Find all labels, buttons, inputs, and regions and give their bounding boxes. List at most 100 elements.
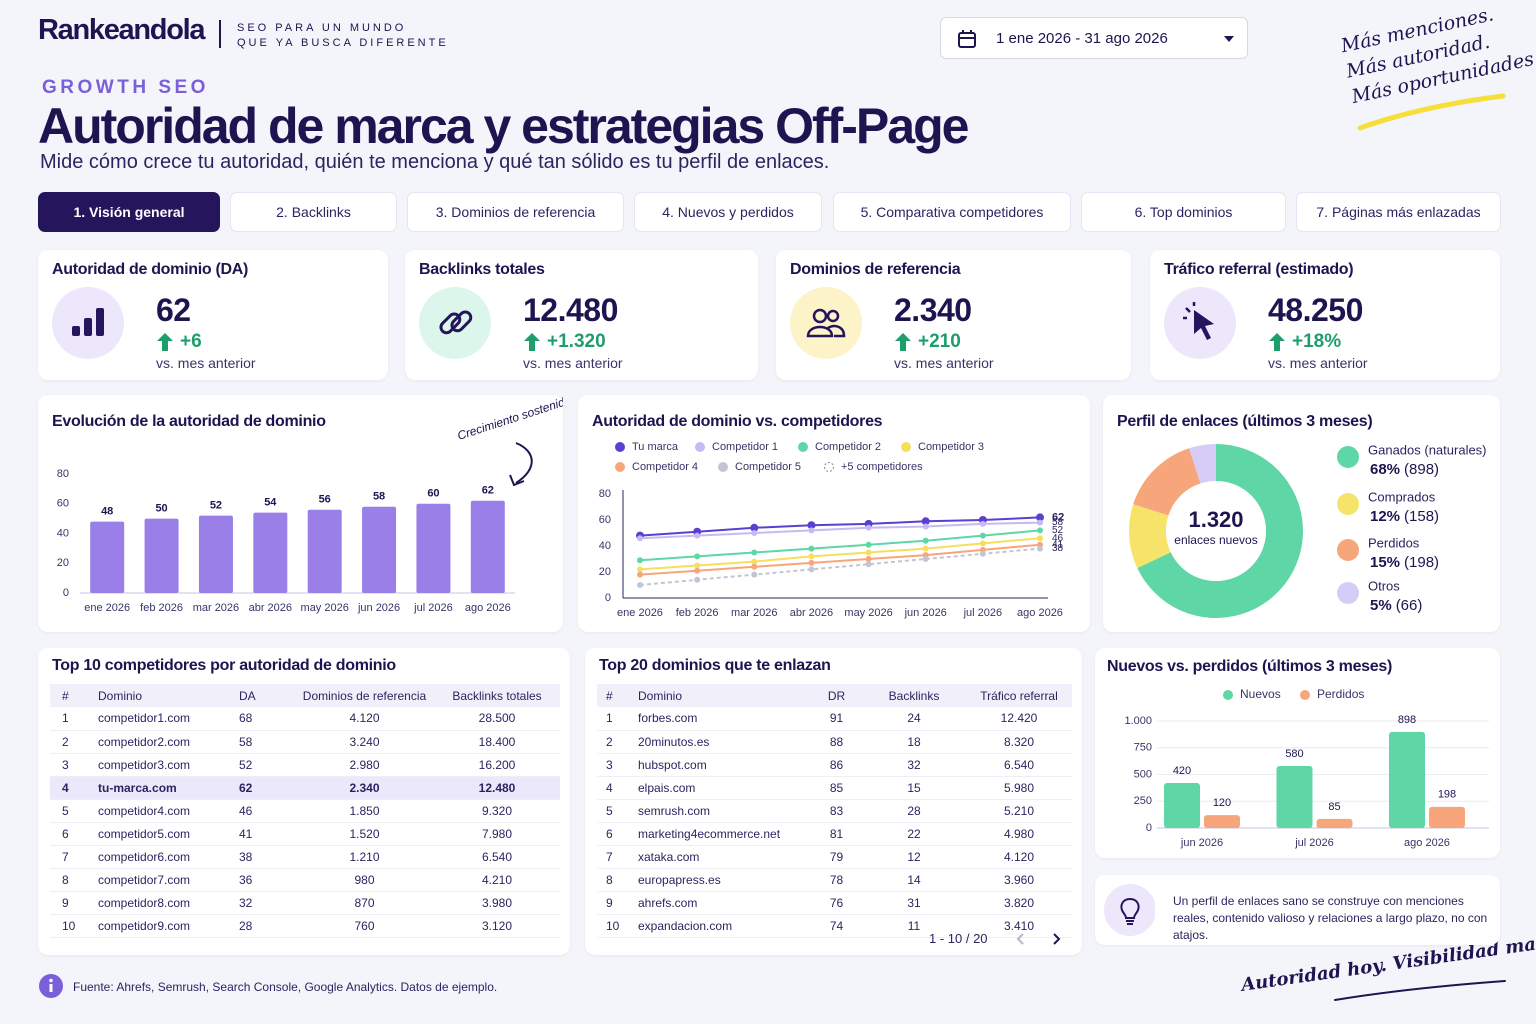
table-cell: 52 [235,753,295,777]
series-point [637,571,643,578]
donut-center-value: 1.320 [1188,507,1243,532]
info-svg [39,974,63,998]
table-cell: 62 [235,776,295,800]
bar [362,506,397,593]
table-cell: 2.980 [295,753,435,777]
tab[interactable]: 6. Top dominios [1081,192,1286,232]
kpi-icon [96,308,104,336]
table-cell: 38 [235,845,295,869]
series-point [694,553,701,560]
end-label: 41 [1052,539,1064,550]
tab[interactable]: 2. Backlinks [230,192,397,232]
date-picker[interactable]: 1 ene 2026 - 31 ago 2026 [940,17,1248,59]
bar [1429,806,1465,828]
series-line [639,537,1041,571]
kpi-value: 2.340 [894,292,972,328]
tab[interactable]: 7. Páginas más enlazadas [1296,192,1501,232]
end-label: 38 [1052,543,1064,554]
card: Backlinks totales 12.480 +1.320 vs. mes ant… [405,250,758,380]
tab[interactable]: 4. Nuevos y perdidos [634,192,822,232]
y-tick-label: 60 [57,498,69,510]
series-point [1036,513,1044,522]
kpi-note: vs. mes anterior [894,355,994,371]
y-tick-label: 0 [605,592,611,604]
tip-icon [1120,897,1140,925]
arrow-shape [895,333,911,351]
chart-svg: 0 20 40 60 80 48 ene 2026 50 feb 2026 52 mar 2026 5… [57,395,563,614]
y-tick-label: 500 [1134,768,1152,780]
tab[interactable]: 3. Dominios de referencia [407,192,624,232]
y-tick-label: 0 [1146,822,1152,834]
page-button[interactable] [1051,932,1063,946]
legend-marker [1337,493,1359,515]
y-tick-label: 250 [1134,795,1152,807]
table-cell: 9 [597,891,632,915]
table-row: 1 forbes.com 91 24 12.420 [597,707,1072,731]
legend-label: Competidor 3 [918,441,984,453]
legend-label: Nuevos [1240,687,1281,701]
table-cell: 4.980 [967,822,1072,846]
page-button[interactable] [1015,932,1027,946]
tab[interactable]: 1. Visión general [38,192,220,232]
table-row: 6 competidor5.com 41 1.520 7.980 [50,822,560,846]
tab[interactable]: 5. Comparativa competidores [833,192,1071,232]
table-cell: expandacion.com [632,914,812,938]
table-row: 9 competidor8.com 32 870 3.980 [50,891,560,915]
table-cell: 4.210 [435,868,560,892]
kpi-icon [450,310,473,333]
table-cell: 3.980 [435,891,560,915]
calendar-icon [958,30,976,48]
x-tick-label: ago 2026 [465,602,511,614]
series-point [1037,519,1043,526]
kpi-icon [806,324,846,338]
kpi-delta: +18% [1292,331,1342,352]
donut-slice [1133,448,1201,516]
y-tick-label: 80 [57,468,69,480]
x-tick-label: jun 2026 [904,607,947,619]
y-tick-label: 750 [1134,742,1152,754]
chart-title: Autoridad de dominio vs. competidores [592,413,883,430]
y-tick-label: 20 [57,557,69,569]
percent-label: 68% [1370,461,1400,478]
table-cell: 7 [50,845,90,869]
table-cell: 6 [50,822,90,846]
delta-arrow [1269,333,1285,351]
legend-marker [615,462,625,472]
data-label: 60 [427,488,439,500]
chevron [1053,933,1061,945]
kpi-note: vs. mes anterior [523,355,623,371]
table-cell: 12 [862,845,967,869]
donut-slice [1189,444,1216,484]
x-tick-label: may 2026 [301,602,349,614]
kpi-note: vs. mes anterior [156,355,256,371]
series-point [694,567,701,574]
end-label: 58 [1052,517,1064,528]
data-label: 580 [1285,748,1303,760]
legend-marker [901,442,911,452]
series-point [807,521,816,530]
table-cell: 11 [862,914,967,938]
table-cell: semrush.com [632,799,812,823]
table-cell: 5.210 [967,799,1072,823]
table-row: 2 competidor2.com 58 3.240 18.400 [50,730,560,754]
legend-marker [824,462,834,472]
column-header: DR [812,684,862,707]
x-tick-label: ago 2026 [1017,607,1063,619]
table-cell: 81 [812,822,862,846]
arrow-shape [157,333,173,351]
info-icon [38,973,64,999]
chart-svg: Ganados (naturales)68% (898)Comprados12%(… [1129,442,1487,618]
table-row: 9 ahrefs.com 76 31 3.820 [597,891,1072,915]
table-body: 1 forbes.com 91 24 12.420 2 20minutos.es 88 18 8.… [597,707,1072,938]
kpi-value: 62 [156,292,191,328]
table-cell: ahrefs.com [632,891,812,915]
column-header: Backlinks totales [435,684,560,707]
caret [1224,36,1234,42]
x-tick-label: may 2026 [844,607,892,619]
table-cell: 2 [50,730,90,754]
table-title: Top 10 competidores por autoridad de dom… [52,657,396,674]
table-row: 6 marketing4ecommerce.net 81 22 4.980 [597,822,1072,846]
legend-marker [1337,539,1359,561]
table-row: 4 elpais.com 85 15 5.980 [597,776,1072,800]
